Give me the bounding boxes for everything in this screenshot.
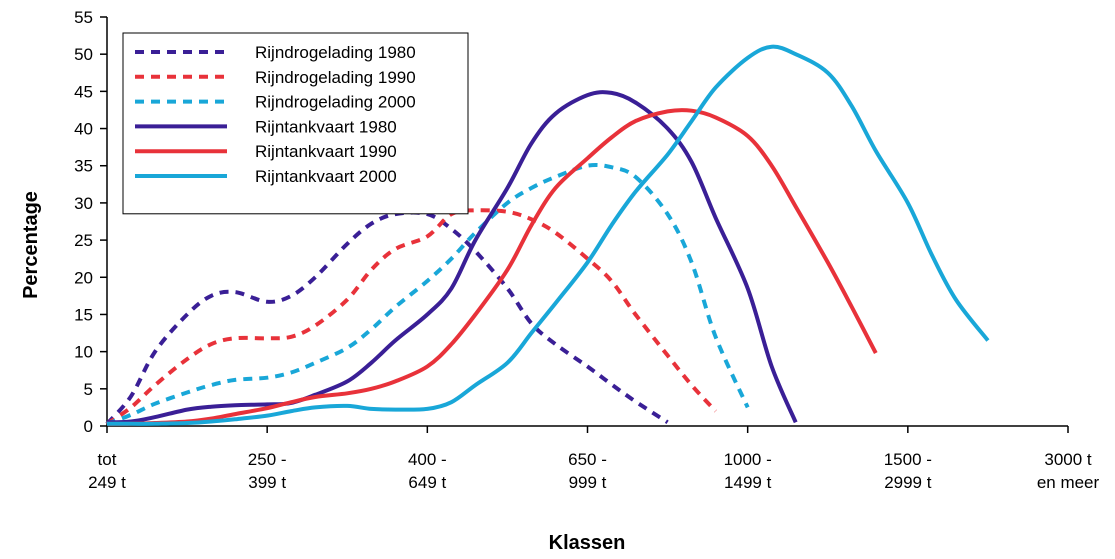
x-tick-label-line2: 649 t <box>408 473 446 492</box>
x-tick-labels: tot 249 t 250 - 399 t 400 - 649 t 650 - 999 t 10… <box>88 450 1099 492</box>
series-line-6 <box>107 44 990 426</box>
y-tick-label: 50 <box>74 45 93 64</box>
y-tick-label: 40 <box>74 120 93 139</box>
y-tick-label: 55 <box>74 8 93 27</box>
y-axis-title: Percentage <box>20 191 42 299</box>
x-tick-label-line1: 250 - <box>248 450 287 469</box>
series-line-4 <box>106 90 798 425</box>
series-line-1 <box>105 210 669 426</box>
legend: Rijndrogelading 1980 Rijndrogelading 1990… <box>122 32 469 215</box>
series-line-5 <box>106 108 878 426</box>
y-tick-labels: 0 5 10 15 20 25 30 35 40 45 50 55 <box>74 8 93 436</box>
y-tick-label: 0 <box>84 417 93 436</box>
x-tick-label-line2: 999 t <box>569 473 607 492</box>
x-tick-label-line1: tot <box>98 450 117 469</box>
x-tick-label-line1: 1500 - <box>884 450 932 469</box>
y-tick-label: 10 <box>74 343 93 362</box>
legend-label: Rijntankvaart 1980 <box>255 117 397 136</box>
y-tick-label: 25 <box>74 231 93 250</box>
x-tick-label-line2: 1499 t <box>724 473 772 492</box>
legend-label: Rijndrogelading 1990 <box>255 68 416 87</box>
chart-axes <box>100 16 1069 433</box>
x-tick-label-line2: 399 t <box>248 473 286 492</box>
series-line-3 <box>106 162 750 426</box>
x-tick-label-line1: 1000 - <box>724 450 772 469</box>
x-tick-label-line1: 400 - <box>408 450 447 469</box>
x-tick-label-line2: 249 t <box>88 473 126 492</box>
x-tick-label-line2: 2999 t <box>884 473 932 492</box>
y-tick-label: 30 <box>74 194 93 213</box>
legend-label: Rijndrogelading 1980 <box>255 43 416 62</box>
x-tick-label-line1: 650 - <box>568 450 607 469</box>
y-tick-label: 5 <box>84 380 93 399</box>
legend-label: Rijntankvaart 1990 <box>255 142 397 161</box>
series-lines <box>105 44 990 426</box>
y-tick-label: 35 <box>74 157 93 176</box>
legend-label: Rijndrogelading 2000 <box>255 93 416 112</box>
legend-label: Rijntankvaart 2000 <box>255 167 397 186</box>
y-tick-label: 15 <box>74 305 93 324</box>
y-tick-label: 20 <box>74 268 93 287</box>
x-axis-title: Klassen <box>549 532 626 554</box>
x-tick-label-line1: 3000 t <box>1044 450 1092 469</box>
x-tick-label-line2: en meer <box>1037 473 1100 492</box>
series-line-2 <box>105 208 718 426</box>
y-tick-label: 45 <box>74 82 93 101</box>
legend-box <box>122 32 469 215</box>
